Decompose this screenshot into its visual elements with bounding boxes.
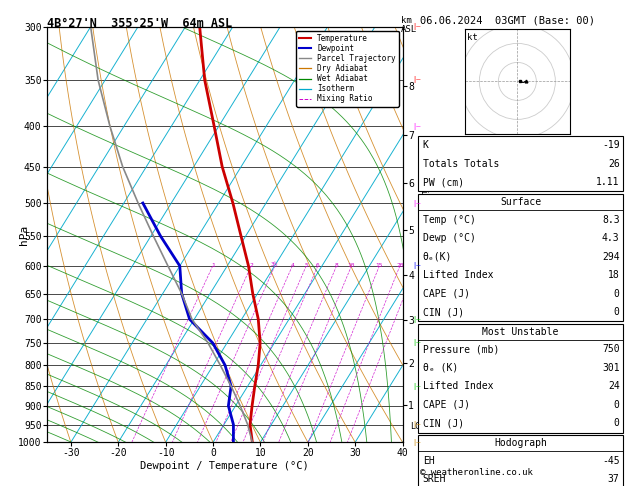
Text: CIN (J): CIN (J): [423, 307, 464, 317]
Text: Surface: Surface: [500, 197, 541, 208]
Text: 8.3: 8.3: [602, 215, 620, 225]
Text: 301: 301: [602, 363, 620, 373]
Text: 20: 20: [396, 263, 404, 268]
Text: CAPE (J): CAPE (J): [423, 289, 470, 298]
Text: 4.3: 4.3: [602, 233, 620, 243]
Text: 0: 0: [614, 418, 620, 428]
Text: 8: 8: [335, 263, 338, 268]
Text: kt: kt: [467, 34, 478, 42]
Text: SREH: SREH: [423, 474, 446, 484]
Text: CIN (J): CIN (J): [423, 418, 464, 428]
Y-axis label: Mixing Ratio (g/kg): Mixing Ratio (g/kg): [419, 183, 428, 286]
Text: 10: 10: [348, 263, 355, 268]
X-axis label: Dewpoint / Temperature (°C): Dewpoint / Temperature (°C): [140, 461, 309, 470]
Text: 4B°27'N  355°25'W  64m ASL: 4B°27'N 355°25'W 64m ASL: [47, 17, 233, 30]
Text: |–: |–: [412, 262, 421, 269]
Text: Lifted Index: Lifted Index: [423, 270, 493, 280]
Legend: Temperature, Dewpoint, Parcel Trajectory, Dry Adiabat, Wet Adiabat, Isotherm, Mi: Temperature, Dewpoint, Parcel Trajectory…: [296, 31, 399, 106]
Text: 25: 25: [413, 263, 420, 268]
Text: hPa: hPa: [19, 225, 29, 244]
Text: |–: |–: [412, 23, 421, 30]
Text: 2: 2: [249, 263, 253, 268]
Text: 0: 0: [614, 289, 620, 298]
Text: Most Unstable: Most Unstable: [482, 327, 559, 337]
Text: |–: |–: [412, 316, 421, 323]
Text: EH: EH: [423, 456, 435, 466]
Text: LCL: LCL: [409, 422, 425, 431]
Text: |–: |–: [412, 340, 421, 347]
Text: |–: |–: [412, 439, 421, 446]
Text: 18: 18: [608, 270, 620, 280]
Text: Hodograph: Hodograph: [494, 438, 547, 449]
Text: |–: |–: [412, 122, 421, 129]
Text: 0: 0: [614, 400, 620, 410]
Text: |–: |–: [412, 382, 421, 390]
Text: θₑ(K): θₑ(K): [423, 252, 452, 261]
Text: 1.11: 1.11: [596, 177, 620, 187]
Text: 0: 0: [614, 307, 620, 317]
Text: Temp (°C): Temp (°C): [423, 215, 476, 225]
Text: PW (cm): PW (cm): [423, 177, 464, 187]
Text: 294: 294: [602, 252, 620, 261]
Text: |–: |–: [412, 200, 421, 207]
Text: 4: 4: [291, 263, 294, 268]
Text: -19: -19: [602, 140, 620, 150]
Text: Lifted Index: Lifted Index: [423, 382, 493, 391]
Text: Totals Totals: Totals Totals: [423, 159, 499, 169]
Text: |–: |–: [412, 421, 421, 428]
Text: 06.06.2024  03GMT (Base: 00): 06.06.2024 03GMT (Base: 00): [420, 16, 595, 26]
Text: 24: 24: [608, 382, 620, 391]
Text: |–: |–: [412, 76, 421, 84]
Text: -45: -45: [602, 456, 620, 466]
Text: km
ASL: km ASL: [401, 16, 418, 34]
Text: CAPE (J): CAPE (J): [423, 400, 470, 410]
Text: 37: 37: [608, 474, 620, 484]
Text: 750: 750: [602, 345, 620, 354]
Text: 5: 5: [304, 263, 308, 268]
Text: θₑ (K): θₑ (K): [423, 363, 458, 373]
Text: Pressure (mb): Pressure (mb): [423, 345, 499, 354]
Text: 15: 15: [376, 263, 383, 268]
Text: 3½: 3½: [271, 263, 279, 268]
Text: © weatheronline.co.uk: © weatheronline.co.uk: [420, 468, 533, 477]
Text: K: K: [423, 140, 428, 150]
Text: Dewp (°C): Dewp (°C): [423, 233, 476, 243]
Text: 1: 1: [211, 263, 214, 268]
Text: 6: 6: [316, 263, 320, 268]
Text: 26: 26: [608, 159, 620, 169]
